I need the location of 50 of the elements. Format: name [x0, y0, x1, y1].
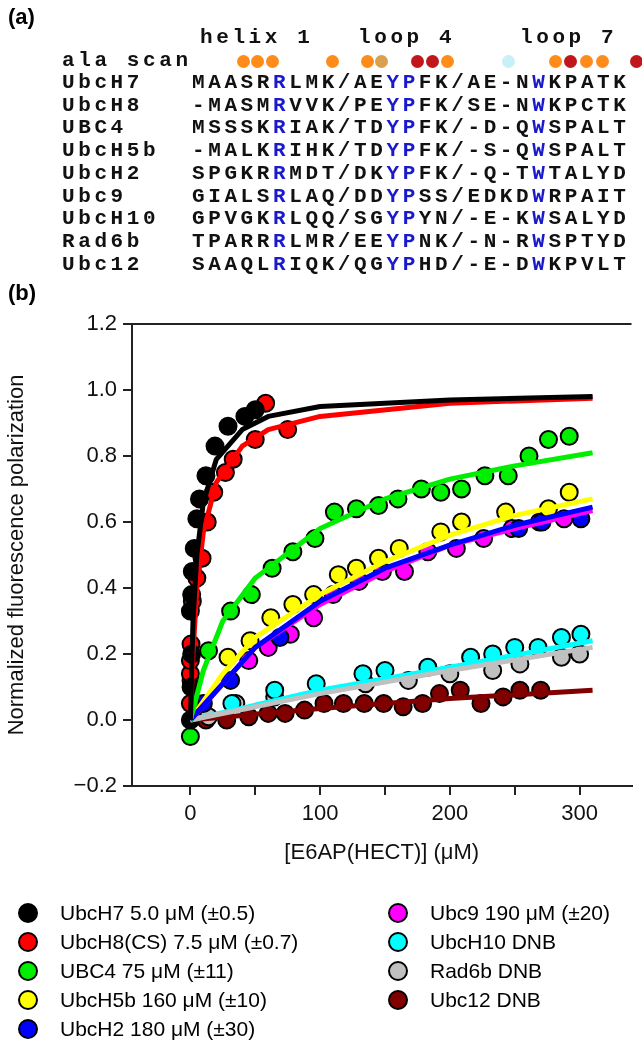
point — [452, 479, 472, 499]
text: UbcH5b — [62, 139, 160, 163]
legend-label: Ubc12 DNB — [430, 987, 541, 1012]
point — [218, 416, 238, 436]
y-tick-label: 1.0 — [86, 376, 117, 402]
point — [245, 400, 265, 420]
text: UbcH8 — [62, 93, 144, 117]
y-axis-title: Normalized fluorescence polarization — [3, 374, 29, 736]
point — [328, 565, 348, 585]
text: loop 4 — [358, 26, 456, 49]
y-tick-label: 0.6 — [86, 508, 117, 534]
y-tick-label: 0.0 — [86, 706, 117, 732]
point — [559, 482, 579, 502]
x-axis-title: [E6AP(HECT)] (μM) — [284, 838, 480, 864]
text: UbcH2 — [62, 161, 144, 185]
legend-label: UbcH7 5.0 μM (±0.5) — [60, 900, 256, 925]
point — [180, 727, 200, 746]
text: (a) — [8, 4, 35, 30]
x-tick-label: 200 — [431, 800, 469, 826]
y-tick-label: 1.2 — [86, 310, 117, 336]
legend-label: UbcH8(CS) 7.5 μM (±0.7) — [60, 929, 299, 954]
y-tick-label: 0.8 — [86, 442, 117, 468]
text: loop 7 — [520, 26, 618, 49]
point — [431, 482, 451, 502]
legend-label: UbcH2 180 μM (±30) — [60, 1016, 256, 1041]
point — [205, 436, 225, 456]
chart-title: (b) — [8, 280, 37, 306]
legend-label: Rad6b DNB — [430, 958, 543, 983]
y-tick-label: −0.2 — [73, 772, 117, 798]
text: UBC4 — [62, 116, 127, 140]
legend-label: UBC4 75 μM (±11) — [60, 958, 234, 983]
point — [452, 512, 472, 532]
y-tick-label: 0.4 — [86, 574, 117, 600]
x-tick-label: 0 — [184, 800, 197, 826]
text: UbcH7 — [62, 71, 144, 94]
point — [538, 430, 558, 449]
legend-label: UbcH10 DNB — [430, 929, 557, 954]
legend-label: UbcH5b 160 μM (±10) — [60, 987, 267, 1012]
text: Ubc12 — [62, 252, 144, 276]
text: ala scan — [62, 49, 192, 72]
point — [324, 502, 344, 522]
text: Rad6b — [62, 229, 144, 253]
text: UbcH10 — [62, 207, 160, 231]
y-tick-label: 0.2 — [86, 640, 117, 666]
legend-label: Ubc9 190 μM (±20) — [430, 900, 611, 925]
x-tick-label: 100 — [301, 800, 339, 826]
text: helix 1 — [200, 26, 314, 49]
point — [559, 426, 579, 446]
x-tick-label: 300 — [561, 800, 598, 826]
text: Ubc9 — [62, 184, 127, 208]
